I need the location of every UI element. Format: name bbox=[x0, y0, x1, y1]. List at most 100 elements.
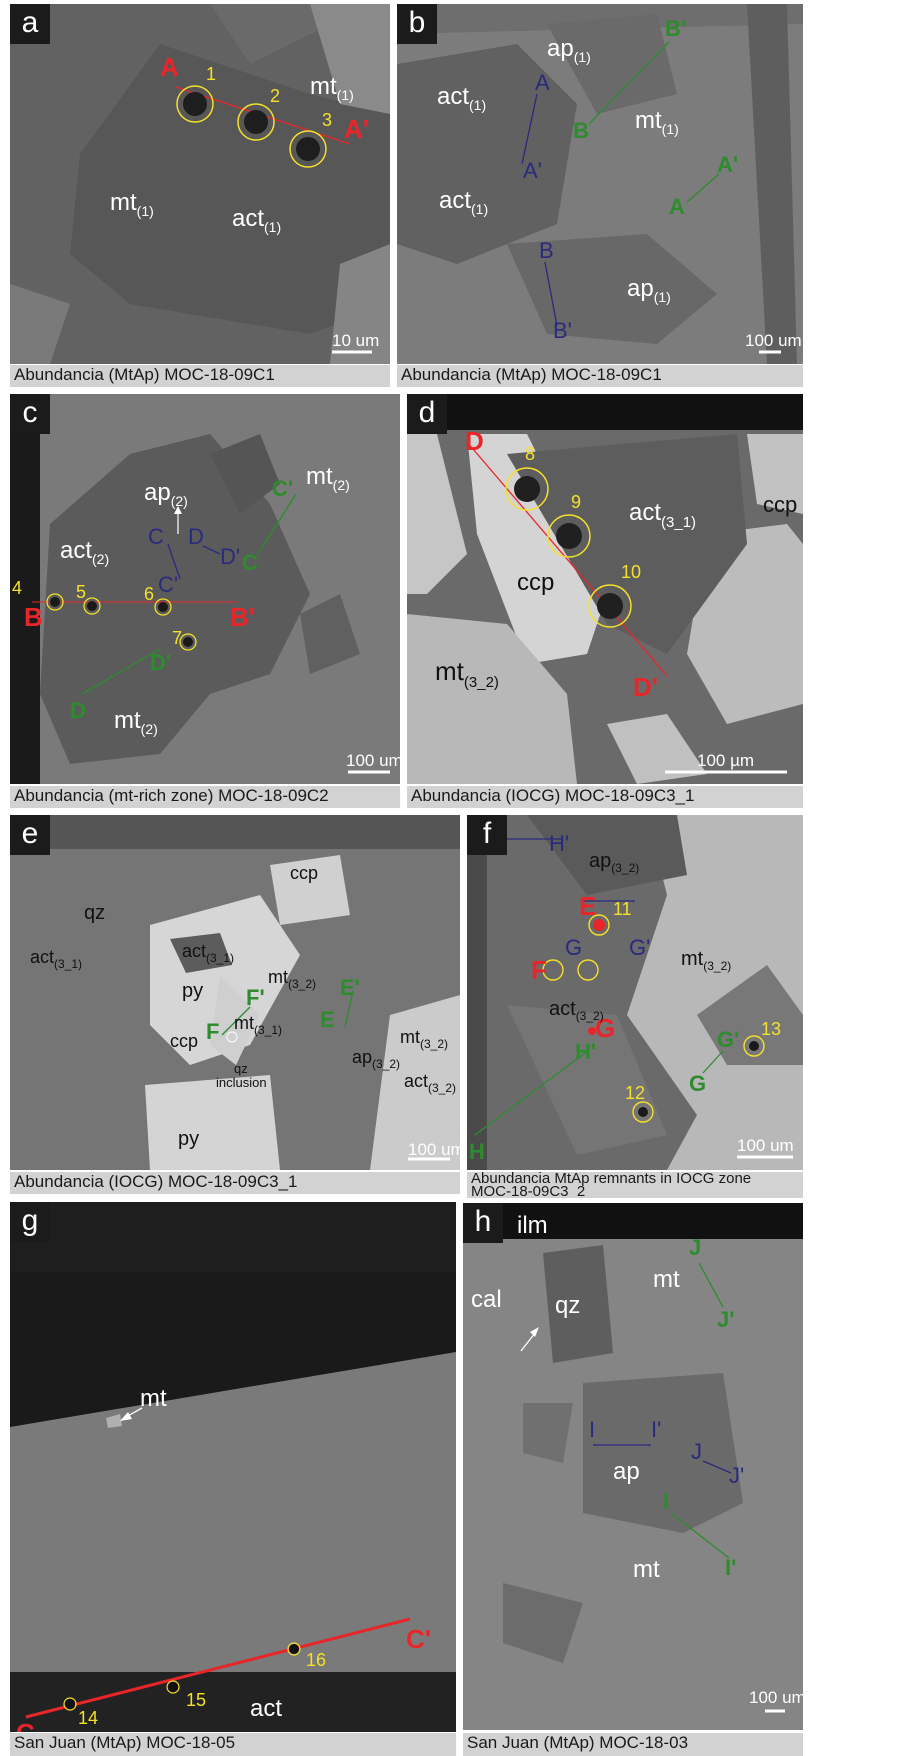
panel-letter: b bbox=[397, 4, 437, 44]
profile-label: B bbox=[24, 602, 43, 632]
panel-c: B B' C' C D' D C C' D D' 4 5 6 7 ap(2) m… bbox=[10, 394, 400, 784]
panel-caption: Abundancia (IOCG) MOC-18-09C3_1 bbox=[10, 1172, 460, 1194]
spot-label: 5 bbox=[76, 582, 86, 602]
profile-label: F bbox=[531, 955, 547, 985]
panel-d: D D' 8 9 10 act(3_1) ccp ccp mt(3_2) 100… bbox=[407, 394, 803, 784]
caption-line: MOC-18-09C3_2 bbox=[471, 1183, 586, 1198]
mineral-label: act(1) bbox=[437, 83, 486, 113]
mineral-label: act(1) bbox=[439, 187, 488, 217]
profile-label: G' bbox=[629, 935, 650, 960]
mineral-label: mt(3_1) bbox=[234, 1013, 282, 1037]
profile-label: H bbox=[469, 1139, 485, 1164]
profile-end-label: D' bbox=[633, 672, 658, 702]
mineral-label: ap(3_2) bbox=[589, 850, 639, 875]
mineral-label: cal bbox=[471, 1286, 502, 1313]
panel-h: J J' I I' J J' I I' ilm cal qz mt ap mt … bbox=[463, 1203, 803, 1730]
mineral-label: mt bbox=[653, 1266, 680, 1293]
panel-caption: Abundancia (MtAp) MOC-18-09C1 bbox=[10, 365, 390, 387]
profile-label: A' bbox=[717, 152, 738, 177]
profile-label: J bbox=[689, 1235, 701, 1260]
panel-caption: Abundancia (mt-rich zone) MOC-18-09C2 bbox=[10, 786, 400, 808]
spot-label: 10 bbox=[621, 562, 641, 582]
mineral-label: mt(2) bbox=[306, 463, 350, 493]
profile-label: J bbox=[691, 1439, 702, 1464]
bse-image-e: F' F E' E qz act(3_1) act(3_1) py py ccp… bbox=[10, 815, 460, 1170]
spot-label: 14 bbox=[78, 1708, 98, 1728]
scale-bar-label: 100 um bbox=[745, 331, 802, 350]
profile-label: G bbox=[595, 1013, 615, 1043]
mineral-label: ap(2) bbox=[144, 479, 188, 509]
bse-image-c: B B' C' C D' D C C' D D' 4 5 6 7 ap(2) m… bbox=[10, 394, 400, 784]
spot-label: 11 bbox=[613, 899, 632, 919]
mineral-label: ccp bbox=[170, 1031, 198, 1051]
scale-bar-label: 100 um bbox=[346, 751, 400, 770]
profile-label: D' bbox=[220, 544, 240, 569]
panel-caption: San Juan (MtAp) MOC-18-03 bbox=[463, 1733, 803, 1756]
mineral-label: mt(3_2) bbox=[681, 948, 731, 973]
profile-label: D bbox=[188, 524, 204, 549]
profile-label: C' bbox=[272, 476, 293, 501]
profile-label: I' bbox=[651, 1417, 661, 1442]
mineral-label: mt(1) bbox=[110, 189, 154, 219]
panel-letter: e bbox=[10, 815, 50, 855]
spot-label: 7 bbox=[172, 628, 182, 648]
spot-label: 13 bbox=[761, 1019, 781, 1039]
profile-start-label: C bbox=[16, 1718, 35, 1732]
profile-end-label: C' bbox=[406, 1624, 431, 1654]
profile-start-label: A bbox=[160, 52, 179, 82]
profile-start-label: D bbox=[465, 426, 484, 456]
mineral-label: mt(3_2) bbox=[268, 967, 316, 991]
profile-label: B' bbox=[665, 16, 686, 41]
panel-a: A A' 1 2 3 mt(1) mt(1) act(1) 10 um a bbox=[10, 4, 390, 364]
panel-caption: San Juan (MtAp) MOC-18-05 bbox=[10, 1733, 456, 1756]
profile-end-label: A' bbox=[344, 114, 369, 144]
profile-label: I bbox=[589, 1417, 595, 1442]
profile-label: I' bbox=[725, 1555, 736, 1580]
profile-label: B bbox=[539, 238, 554, 263]
spot-label: 6 bbox=[144, 584, 154, 604]
panel-b: A A' B' B A' A B B' ap(1) act(1) mt(1) a… bbox=[397, 4, 803, 364]
mineral-label: py bbox=[178, 1128, 199, 1150]
panel-letter: d bbox=[407, 394, 447, 434]
profile-label: A bbox=[535, 70, 550, 95]
spot-label: 12 bbox=[625, 1083, 645, 1103]
panel-letter: h bbox=[463, 1203, 503, 1243]
panel-caption: Abundancia (MtAp) MOC-18-09C1 bbox=[397, 365, 803, 387]
panel-caption: Abundancia MtAp remnants in IOCG zone MO… bbox=[467, 1172, 803, 1198]
profile-label: G bbox=[689, 1071, 706, 1096]
scale-bar-label: 100 um bbox=[408, 1140, 460, 1159]
profile-label: G bbox=[565, 935, 582, 960]
mineral-label: ilm bbox=[517, 1212, 548, 1239]
mineral-label: mt bbox=[633, 1556, 660, 1583]
profile-label: D' bbox=[150, 650, 171, 675]
panel-letter: g bbox=[10, 1202, 50, 1242]
panel-e: F' F E' E qz act(3_1) act(3_1) py py ccp… bbox=[10, 815, 460, 1170]
mineral-label: mt(3_2) bbox=[400, 1027, 448, 1051]
profile-label: C' bbox=[158, 572, 178, 597]
profile-label: G' bbox=[717, 1027, 739, 1052]
panel-letter: a bbox=[10, 4, 50, 44]
mineral-label: ap bbox=[613, 1458, 640, 1485]
bse-image-d: D D' 8 9 10 act(3_1) ccp ccp mt(3_2) 100… bbox=[407, 394, 803, 784]
spot-label: 4 bbox=[12, 578, 22, 598]
mineral-label: mt(1) bbox=[310, 73, 354, 103]
annotation-label: inclusion bbox=[216, 1075, 267, 1090]
profile-label: B' bbox=[553, 318, 572, 343]
panel-f: H H' E F G G G' G' G H' H 11 12 13 ap(3_… bbox=[467, 815, 803, 1170]
mineral-label: qz bbox=[555, 1292, 580, 1319]
profile-label: C bbox=[242, 550, 258, 575]
mineral-label: ap(3_2) bbox=[352, 1047, 400, 1071]
scale-bar-label: 100 um bbox=[737, 1136, 794, 1155]
mineral-label: py bbox=[182, 980, 203, 1002]
profile-label: D bbox=[70, 698, 86, 723]
scale-bar-label: 100 um bbox=[749, 1688, 803, 1707]
mineral-label: act(1) bbox=[232, 205, 281, 235]
profile-label: B bbox=[573, 118, 589, 143]
profile-label: E bbox=[579, 891, 596, 921]
profile-label: F' bbox=[246, 985, 265, 1010]
mineral-label: act(3_2) bbox=[549, 998, 604, 1023]
panel-g-labels: C C' 14 15 16 mt act bbox=[16, 1385, 431, 1732]
bse-image-f: H H' E F G G G' G' G H' H 11 12 13 ap(3_… bbox=[467, 815, 803, 1170]
profile-label: B' bbox=[230, 602, 255, 632]
mineral-label: ap(1) bbox=[627, 275, 671, 305]
